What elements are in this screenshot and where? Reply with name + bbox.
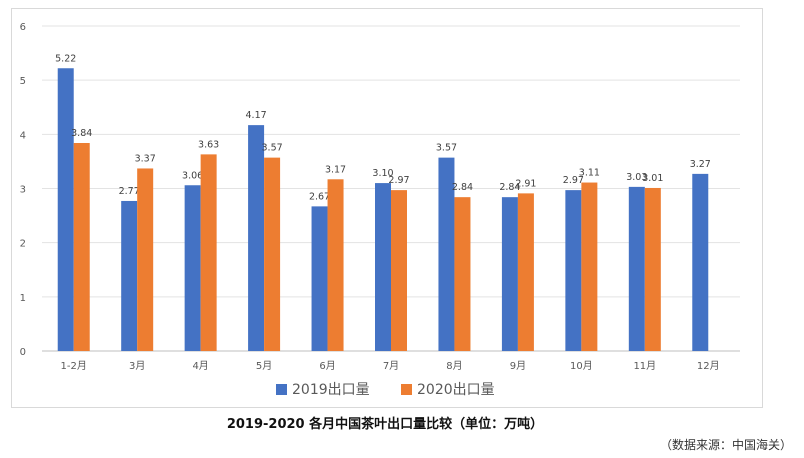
bar-2019 (438, 157, 455, 351)
legend-label: 2019出口量 (292, 382, 370, 398)
y-tick-label: 5 (20, 76, 26, 87)
legend-label: 2020出口量 (417, 382, 495, 398)
bar-value-label: 2.97 (388, 175, 409, 186)
y-tick-label: 4 (20, 130, 26, 141)
y-tick-label: 3 (20, 185, 26, 196)
bar-2019 (375, 183, 391, 351)
bar-value-label: 3.06 (182, 170, 203, 181)
data-source-note: （数据来源：中国海关） (659, 438, 792, 452)
bar-value-label: 3.11 (579, 168, 600, 179)
bar-2020 (454, 197, 471, 351)
bar-value-label: 3.01 (642, 173, 663, 184)
x-tick-label: 8月 (446, 360, 462, 372)
x-tick-label: 5月 (256, 360, 272, 372)
bar-2020 (581, 182, 598, 351)
legend-swatch (401, 384, 412, 395)
bar-chart: 0 1 2 3 4 5 6 5.22 3.84 1-2月 2.77 3.37 3月 3.06 3.63 4月 4… (20, 22, 740, 398)
x-tick-label: 4月 (192, 360, 208, 372)
bar-value-label: 2.84 (452, 182, 473, 193)
bar-value-label: 3.57 (262, 143, 283, 154)
bar-value-label: 3.10 (372, 168, 393, 179)
y-tick-label: 0 (20, 347, 26, 358)
bar-value-label: 5.22 (55, 53, 76, 64)
bar-value-label: 3.03 (626, 172, 647, 183)
bar-2019 (248, 125, 265, 351)
x-tick-label: 3月 (129, 360, 145, 372)
bar-value-label: 2.77 (119, 186, 140, 197)
y-tick-label: 2 (20, 239, 26, 250)
chart-caption: 2019-2020 各月中国茶叶出口量比较（单位：万吨） (226, 417, 544, 432)
bar-2020 (73, 143, 90, 351)
bar-value-label: 3.63 (198, 139, 219, 150)
bar-value-label: 3.84 (71, 128, 92, 139)
bar-2020 (644, 187, 661, 351)
bar-2020 (391, 190, 407, 351)
bar-2020 (327, 179, 344, 351)
bar-value-label: 3.57 (436, 143, 457, 154)
bar-2020 (200, 154, 217, 351)
bar-value-label: 4.17 (246, 110, 267, 121)
y-tick-label: 1 (20, 293, 26, 304)
bar-2019 (565, 190, 582, 351)
bar-value-label: 2.91 (515, 178, 536, 189)
bar-2020 (137, 168, 154, 351)
x-tick-label: 1-2月 (61, 360, 87, 372)
bar-2019 (692, 173, 709, 351)
x-tick-label: 12月 (697, 360, 720, 372)
bar-value-label: 2.97 (563, 175, 584, 186)
bar-2019 (628, 186, 645, 351)
bar-value-label: 2.67 (309, 191, 330, 202)
bar-2020 (264, 157, 281, 351)
bar-2019 (121, 200, 138, 351)
x-tick-label: 7月 (383, 360, 399, 372)
bar-2020 (517, 193, 534, 351)
legend-swatch (276, 384, 287, 395)
bar-value-label: 2.84 (499, 182, 520, 193)
x-tick-label: 6月 (319, 360, 335, 372)
y-tick-label: 6 (20, 22, 26, 33)
bar-value-label: 3.27 (690, 159, 711, 170)
bar-2019 (57, 68, 74, 351)
bar-value-label: 3.37 (135, 153, 156, 164)
x-tick-label: 11月 (633, 360, 656, 372)
chart-frame: 0 1 2 3 4 5 6 5.22 3.84 1-2月 2.77 3.37 3月 3.06 3.63 4月 4… (11, 8, 763, 408)
bar-2019 (311, 206, 328, 351)
bar-2019 (501, 197, 518, 351)
bar-value-label: 3.17 (325, 164, 346, 175)
bar-2019 (184, 185, 201, 351)
x-tick-label: 10月 (570, 360, 593, 372)
x-tick-label: 9月 (510, 360, 526, 372)
